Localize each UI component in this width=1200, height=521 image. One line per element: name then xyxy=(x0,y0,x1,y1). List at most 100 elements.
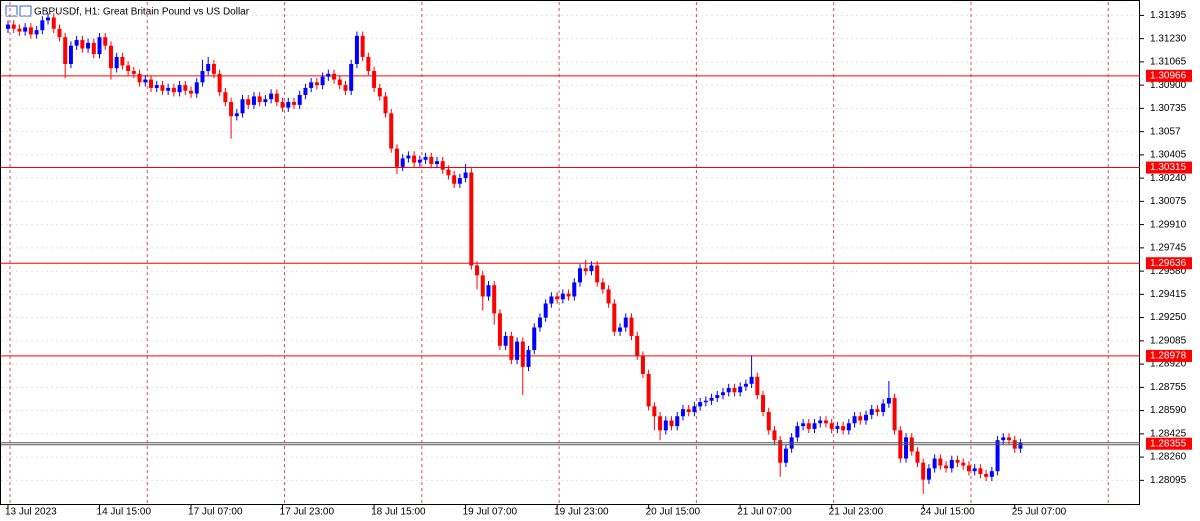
candle-body xyxy=(143,79,148,83)
candle-body xyxy=(692,406,697,413)
y-tick-label: 1.30900 xyxy=(1150,80,1187,91)
level-label: 1.28978 xyxy=(1150,351,1187,362)
y-tick-label: 1.31065 xyxy=(1150,57,1187,68)
candle-body xyxy=(160,85,165,91)
level-label: 1.30966 xyxy=(1150,70,1187,81)
candle-body xyxy=(177,85,182,93)
candle-body xyxy=(366,56,371,72)
candle-body xyxy=(320,76,325,86)
candle-body xyxy=(63,37,68,64)
x-tick-label: 14 Jul 15:00 xyxy=(97,507,152,518)
x-tick-label: 24 Jul 15:00 xyxy=(920,507,975,518)
candle-body xyxy=(835,426,840,429)
candle-body xyxy=(292,102,296,105)
candle-body xyxy=(520,341,525,367)
candle-body xyxy=(97,37,102,55)
candle-body xyxy=(223,92,228,103)
y-tick-label: 1.29580 xyxy=(1150,266,1187,277)
x-tick-label: 25 Jul 07:00 xyxy=(1012,507,1067,518)
candle-body xyxy=(663,420,668,431)
x-tick-label: 21 Jul 07:00 xyxy=(737,507,792,518)
y-tick-label: 1.31395 xyxy=(1150,10,1187,21)
candle-body xyxy=(829,423,834,429)
candle-body xyxy=(926,468,931,480)
candle-body xyxy=(726,388,731,393)
candle-body xyxy=(732,388,737,393)
candle-body xyxy=(560,293,565,300)
level-label: 1.30315 xyxy=(1150,162,1187,173)
candle-body xyxy=(463,172,468,179)
level-label: 1.29636 xyxy=(1150,258,1187,269)
candle-body xyxy=(149,79,153,88)
candle-body xyxy=(795,426,800,438)
candle-body xyxy=(886,397,891,404)
candle-body xyxy=(955,459,960,463)
candle-body xyxy=(721,392,725,396)
candle-body xyxy=(921,462,926,480)
y-tick-label: 1.28095 xyxy=(1150,475,1187,486)
candle-body xyxy=(200,71,205,83)
candle-body xyxy=(137,73,142,83)
candle-body xyxy=(257,96,262,103)
candle-body xyxy=(91,42,96,55)
x-tick-label: 20 Jul 15:00 xyxy=(646,507,701,518)
candle-body xyxy=(154,85,159,88)
candle-body xyxy=(23,27,28,32)
candle-body xyxy=(818,420,823,424)
candle-body xyxy=(28,27,33,35)
y-tick-label: 1.28260 xyxy=(1150,452,1187,463)
candle-body xyxy=(578,268,582,283)
y-tick-label: 1.29085 xyxy=(1150,335,1187,346)
candle-body xyxy=(492,285,497,314)
candle-body xyxy=(944,465,949,469)
candle-body xyxy=(932,458,937,469)
candle-body xyxy=(429,156,434,165)
y-tick-label: 1.31230 xyxy=(1150,33,1187,44)
candle-body xyxy=(806,423,811,429)
candle-body xyxy=(108,45,113,69)
candle-body xyxy=(623,317,628,328)
candle-body xyxy=(475,265,480,276)
candle-body xyxy=(406,155,411,159)
x-tick-label: 17 Jul 07:00 xyxy=(188,507,243,518)
bid-label: 1.28355 xyxy=(1150,438,1187,449)
candle-body xyxy=(332,73,337,80)
candle-body xyxy=(989,471,994,477)
candle-body xyxy=(881,403,886,413)
candle-body xyxy=(297,94,302,105)
candle-body xyxy=(783,448,788,463)
candle-body xyxy=(749,376,754,384)
candle-body xyxy=(852,416,857,424)
candle-body xyxy=(761,395,766,413)
candle-body xyxy=(869,409,874,415)
plot-frame xyxy=(0,0,1140,505)
candle-body xyxy=(675,416,680,427)
candle-body xyxy=(166,87,171,91)
candle-body xyxy=(417,159,422,163)
candle-body xyxy=(841,426,846,431)
candle-body xyxy=(549,296,554,304)
candle-body xyxy=(537,317,542,328)
candle-body xyxy=(274,93,279,103)
candle-body xyxy=(120,56,125,66)
candle-body xyxy=(34,30,39,35)
candle-body xyxy=(646,373,651,407)
candle-body xyxy=(435,161,439,165)
y-tick-label: 1.29250 xyxy=(1150,312,1187,323)
title-icons xyxy=(5,5,32,17)
candle-body xyxy=(86,42,91,49)
candle-body xyxy=(812,423,817,429)
candle-body xyxy=(400,158,405,167)
candle-body xyxy=(229,102,234,117)
candle-body xyxy=(618,327,623,332)
candle-body xyxy=(738,386,743,393)
candle-body xyxy=(337,79,342,86)
candle-body xyxy=(600,282,605,290)
candle-body xyxy=(949,459,954,469)
x-tick-label: 19 Jul 07:00 xyxy=(463,507,518,518)
candle-body xyxy=(360,35,365,57)
candle-body xyxy=(915,451,920,463)
candle-body xyxy=(532,327,537,351)
candle-body xyxy=(189,90,194,94)
